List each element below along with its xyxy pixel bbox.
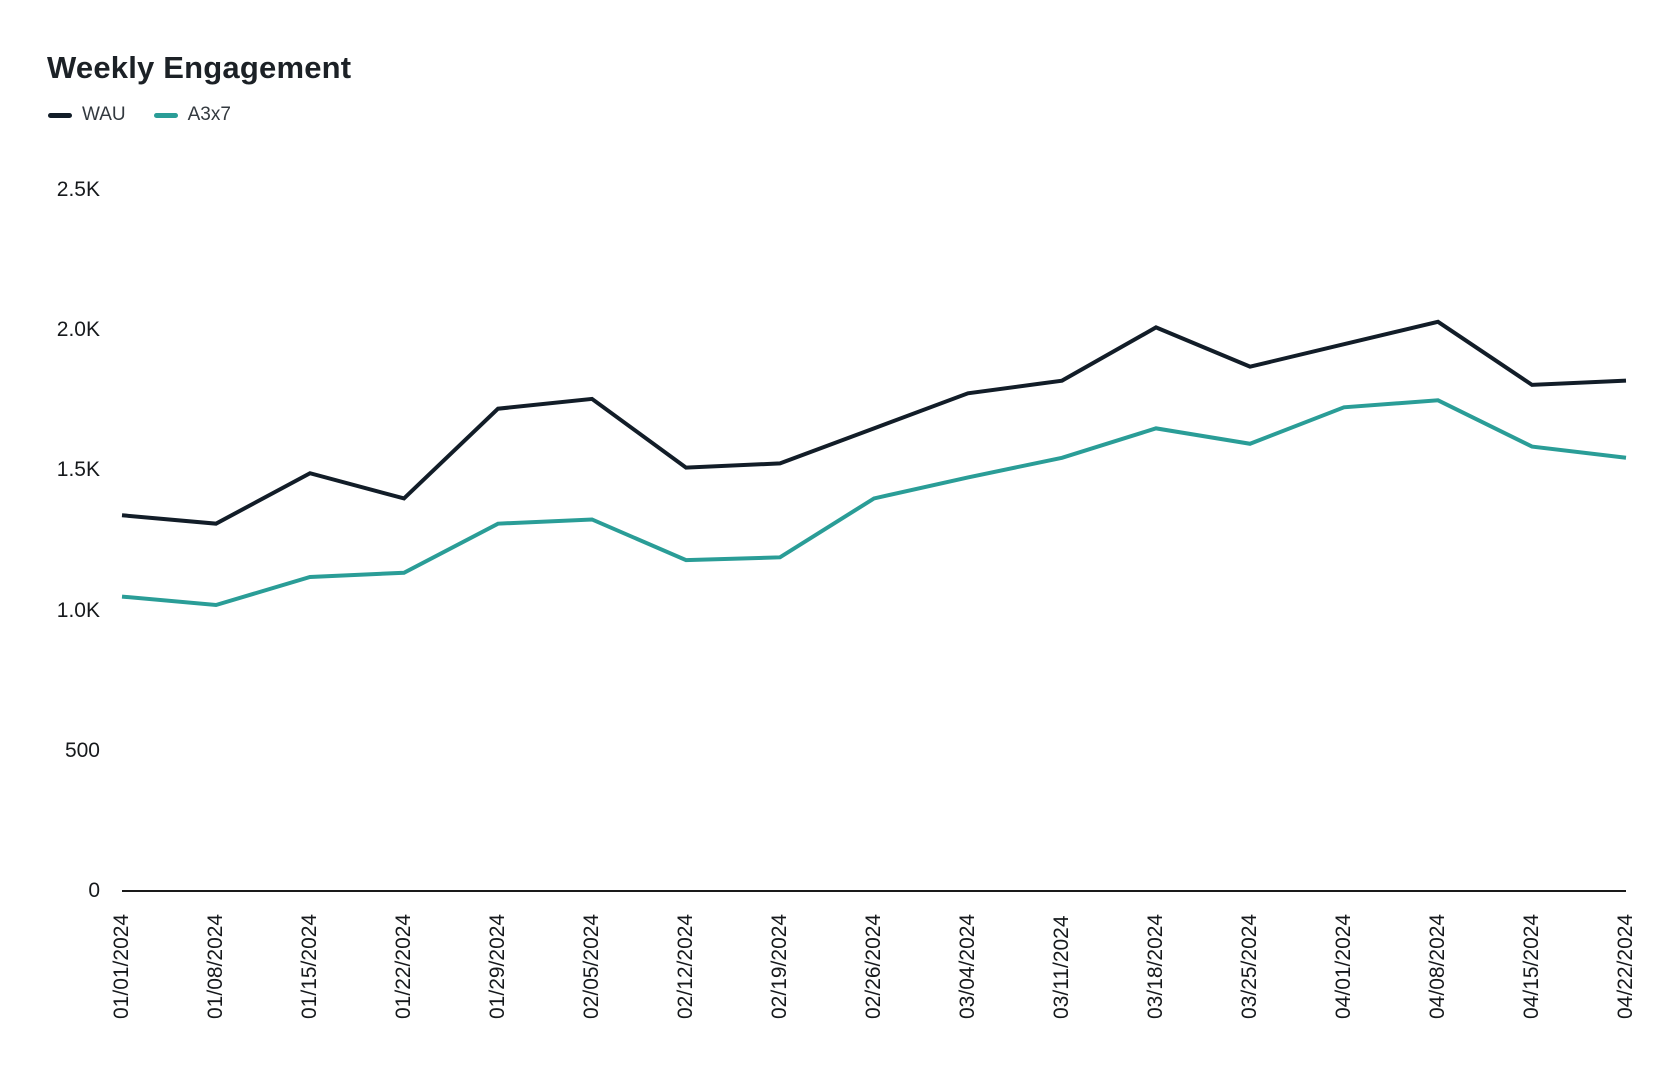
x-axis-tick-label: 04/01/2024 xyxy=(1332,913,1355,1019)
x-axis-tick-label: 01/22/2024 xyxy=(392,913,415,1019)
x-axis-tick-label: 01/15/2024 xyxy=(298,913,321,1019)
y-axis-tick-label: 1.5K xyxy=(56,458,100,482)
legend-item-wau[interactable]: WAU xyxy=(48,104,126,126)
y-axis-tick-label: 2.0K xyxy=(56,318,100,342)
series-line-wau xyxy=(121,319,1627,526)
chart-legend: WAU A3x7 xyxy=(48,104,231,126)
series-line-a3x7 xyxy=(121,398,1627,608)
x-axis-tick-label: 01/29/2024 xyxy=(486,913,509,1019)
legend-swatch-wau-icon xyxy=(48,112,72,118)
chart-title: Weekly Engagement xyxy=(47,50,352,85)
x-axis-line xyxy=(122,890,1626,892)
legend-label-a3x7: A3x7 xyxy=(187,104,231,125)
y-axis-tick-label: 500 xyxy=(64,738,100,762)
y-axis-tick-label: 2.5K xyxy=(56,178,100,201)
x-axis-tick-label: 01/01/2024 xyxy=(110,913,133,1019)
x-axis-tick-label: 02/12/2024 xyxy=(674,913,697,1019)
x-axis-tick-label: 01/08/2024 xyxy=(204,913,227,1019)
y-axis-tick-label: 0 xyxy=(88,879,100,902)
x-axis-tick-label: 02/26/2024 xyxy=(862,913,885,1019)
x-axis-tick-label: 03/18/2024 xyxy=(1144,913,1167,1019)
x-axis-tick-label: 02/19/2024 xyxy=(768,913,791,1019)
legend-item-a3x7[interactable]: A3x7 xyxy=(153,104,231,126)
x-axis-tick-label: 04/15/2024 xyxy=(1520,913,1543,1019)
x-axis-tick-label: 03/04/2024 xyxy=(956,913,979,1019)
x-axis-tick-label: 02/05/2024 xyxy=(580,913,603,1019)
y-axis-tick-label: 1.0K xyxy=(56,598,100,622)
x-axis-tick-label: 04/08/2024 xyxy=(1426,913,1449,1019)
legend-swatch-a3x7-icon xyxy=(153,112,178,118)
legend-label-wau: WAU xyxy=(82,104,126,125)
x-axis-tick-label: 03/25/2024 xyxy=(1238,913,1261,1019)
x-axis-tick-label: 03/11/2024 xyxy=(1050,915,1073,1019)
x-axis-tick-label: 04/22/2024 xyxy=(1614,913,1637,1019)
